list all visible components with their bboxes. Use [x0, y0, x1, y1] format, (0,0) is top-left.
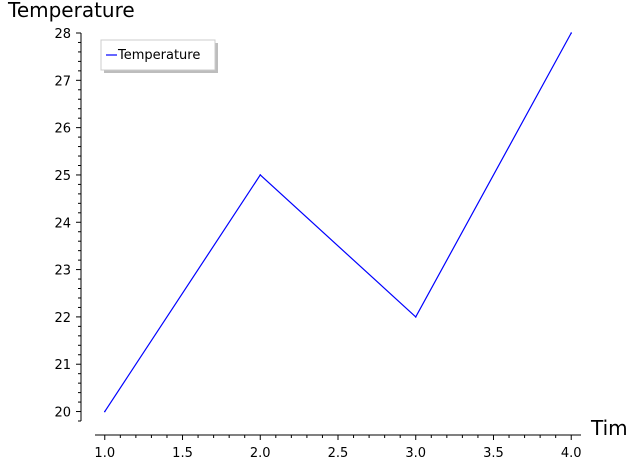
data-point: [414, 316, 417, 318]
x-tick-label: 2.0: [250, 446, 271, 461]
legend-label: Temperature: [117, 48, 200, 63]
data-point: [259, 174, 262, 176]
y-tick-label: 26: [54, 122, 71, 137]
y-tick-label: 25: [54, 169, 71, 184]
y-tick-label: 27: [54, 74, 71, 89]
series-line: [104, 32, 572, 412]
x-tick-label: 4.0: [561, 446, 582, 461]
x-tick-label: 1.5: [172, 446, 193, 461]
y-tick-label: 21: [54, 358, 71, 373]
data-point: [570, 32, 573, 34]
y-tick-label: 24: [54, 216, 71, 231]
data-point: [103, 410, 106, 413]
y-tick-label: 23: [54, 264, 71, 279]
y-ticks: 20 21 22 23 24 25 26 27 28: [54, 27, 81, 422]
series-layer: [103, 32, 573, 413]
y-tick-label: 22: [54, 311, 71, 326]
x-tick-label: 1.0: [94, 446, 115, 461]
x-tick-label: 3.5: [483, 446, 504, 461]
x-tick-label: 2.5: [328, 446, 349, 461]
y-axis-label: Temperature: [7, 0, 135, 22]
legend-box: [100, 39, 216, 71]
y-tick-label: 20: [54, 406, 71, 421]
axes: [80, 33, 581, 436]
x-tick-label: 3.0: [405, 446, 426, 461]
x-axis-label: Tim: [590, 416, 628, 440]
x-ticks: 1.0 1.5 2.0 2.5 3.0 3.5 4.0: [94, 435, 582, 461]
y-tick-label: 28: [54, 27, 71, 42]
legend: Temperature: [100, 39, 218, 73]
